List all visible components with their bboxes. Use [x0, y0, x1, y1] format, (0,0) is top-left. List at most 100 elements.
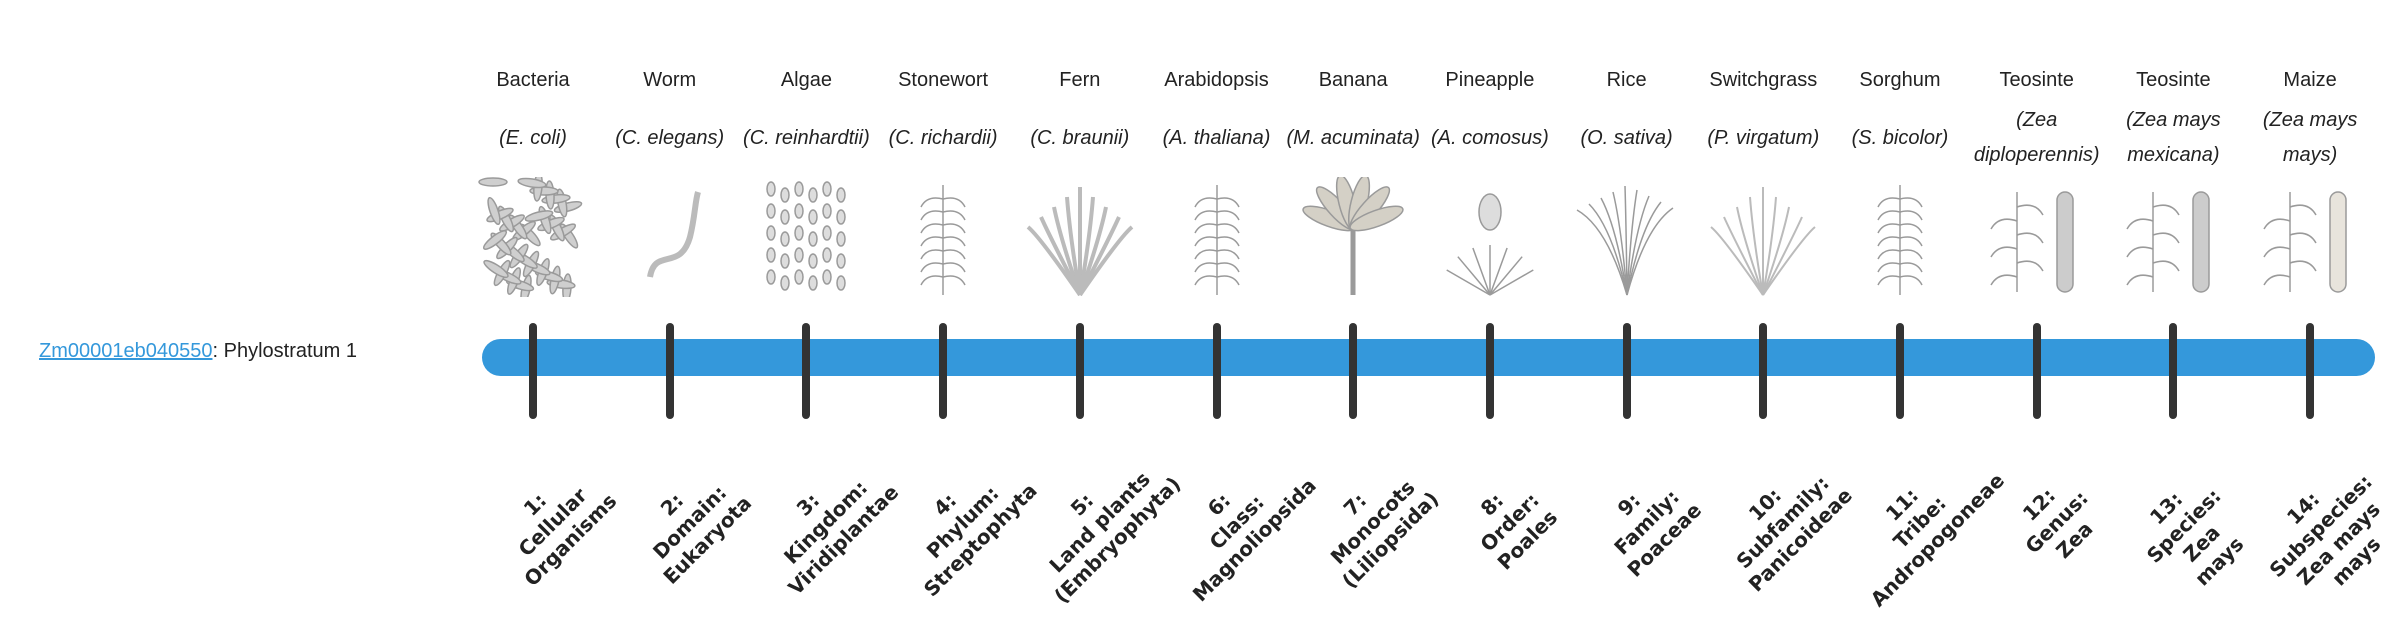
bacterium-shape	[487, 196, 501, 226]
stratum-tick	[2306, 323, 2315, 419]
organism-common-name: Teosinte	[2136, 69, 2211, 91]
leaf-shape	[2289, 232, 2317, 244]
stonewort-illustration	[920, 185, 966, 295]
organism-common-name: Maize	[2283, 69, 2337, 91]
organism-common-name: Fern	[1059, 69, 1101, 91]
algae-cell-shape	[780, 253, 791, 269]
leaf-shape	[1877, 197, 1923, 208]
ear-shape	[2192, 191, 2211, 293]
grass-blade-shape	[1625, 207, 1674, 296]
organism-species-wrap: (Zea mays mays)	[2242, 103, 2378, 173]
organism-species-wrap: (A. thaliana)	[1149, 103, 1285, 173]
leaf-shape	[1489, 269, 1534, 296]
algae-cell-shape	[808, 231, 819, 247]
illustration-strokes	[1877, 185, 1923, 295]
ear-shape	[2329, 191, 2347, 293]
leaf-shape	[2016, 232, 2044, 244]
maize-illustration	[2263, 191, 2347, 293]
organism-common-name: Stonewort	[898, 69, 989, 91]
organism-species-name: (A. thaliana)	[1162, 126, 1271, 149]
teosinte-illustration	[1990, 191, 2074, 293]
leaf-shape	[1446, 269, 1491, 296]
bacterium-shape	[482, 230, 508, 250]
frond-shape	[1736, 206, 1765, 296]
stratum-tick	[802, 323, 811, 419]
illustration-strokes	[1446, 193, 1534, 296]
grass-blade-shape	[1576, 209, 1628, 296]
gene-id-link[interactable]: Zm00001eb040550	[39, 340, 213, 362]
leaf-shape	[1193, 262, 1240, 273]
leaf-shape	[2126, 246, 2154, 258]
rice-illustration	[1576, 185, 1674, 296]
grass-blade-shape	[1625, 201, 1662, 296]
leaf-shape	[1990, 274, 2017, 286]
stratum-tick	[1759, 323, 1768, 419]
organism-common-name: Switchgrass	[1709, 69, 1818, 91]
organism-common-name: Worm	[643, 69, 697, 91]
leaf-shape	[1193, 249, 1240, 260]
leaf-shape	[2153, 204, 2181, 216]
organism-species-wrap: (A. comosus)	[1422, 103, 1558, 173]
frond-shape	[1762, 226, 1816, 296]
worm-shape	[646, 191, 701, 278]
leaf-shape	[2263, 274, 2291, 286]
organism-species-name: (A. comosus)	[1430, 126, 1549, 149]
illustration-strokes	[920, 185, 966, 295]
frond-shape	[1710, 226, 1765, 296]
illustration-strokes	[1026, 187, 1134, 297]
organism-species-wrap: (E. coli)	[465, 103, 601, 173]
leaf-shape	[1193, 197, 1240, 208]
organism-species-wrap: (P. virgatum)	[1695, 103, 1831, 173]
stratum-tick	[939, 323, 948, 419]
leaf-shape	[2153, 260, 2181, 272]
algae-cell-shape	[836, 231, 847, 247]
illustration-strokes	[1710, 187, 1816, 296]
leaf-shape	[1877, 262, 1923, 273]
organism-species-name: (C. richardii)	[888, 126, 998, 149]
phylostratum-bar	[482, 339, 2375, 376]
frond-shape	[1723, 216, 1765, 296]
fruit-shape	[1478, 193, 1502, 231]
stratum-tick	[2032, 323, 2041, 419]
leaf-shape	[1877, 249, 1923, 260]
stratum-tick	[1212, 323, 1221, 419]
algae-cell-shape	[766, 203, 777, 219]
leaf-shape	[920, 197, 966, 208]
algae-cell-shape	[808, 253, 819, 269]
leaf-shape	[1990, 218, 2017, 230]
organism-species-name: (S. bicolor)	[1851, 126, 1949, 149]
frond-shape	[1762, 196, 1778, 296]
arabidopsis-illustration	[1193, 185, 1240, 295]
algae-cell-shape	[836, 275, 847, 291]
algae-cell-shape	[836, 187, 847, 203]
leaf-shape	[1193, 236, 1240, 247]
illustration-strokes	[1576, 185, 1674, 296]
organism-species-wrap: (O. sativa)	[1559, 103, 1695, 173]
algae-cell-shape	[808, 209, 819, 225]
fern-illustration	[1026, 187, 1134, 297]
organism-species-wrap: (C. reinhardtii)	[738, 103, 874, 173]
algae-cell-shape	[766, 181, 777, 197]
leaf-shape	[2016, 260, 2044, 272]
leaf-shape	[2126, 274, 2154, 286]
algae-cell-shape	[794, 181, 805, 197]
illustration-strokes	[766, 181, 847, 291]
leaf-shape	[1193, 210, 1240, 221]
organism-common-name: Banana	[1318, 69, 1388, 91]
teosinte-mexicana-illustration	[2126, 191, 2211, 293]
bacterium-shape	[483, 259, 509, 279]
leaf-shape	[2153, 232, 2181, 244]
stratum-tick	[665, 323, 674, 419]
grass-blade-shape	[1599, 197, 1628, 296]
leaf-shape	[1877, 223, 1923, 234]
organism-species-wrap: (S. bicolor)	[1832, 103, 1968, 173]
organism-species-wrap: (Zea mays mexicana)	[2105, 103, 2241, 173]
algae-cell-shape	[780, 209, 791, 225]
organism-species-wrap: (C. braunii)	[1012, 103, 1148, 173]
leaf-shape	[1193, 275, 1240, 286]
separator: :	[212, 340, 219, 362]
illustration-strokes	[478, 177, 583, 297]
algae-cell-shape	[836, 253, 847, 269]
algae-cell-shape	[822, 203, 833, 219]
bacteria-illustration	[478, 177, 583, 297]
